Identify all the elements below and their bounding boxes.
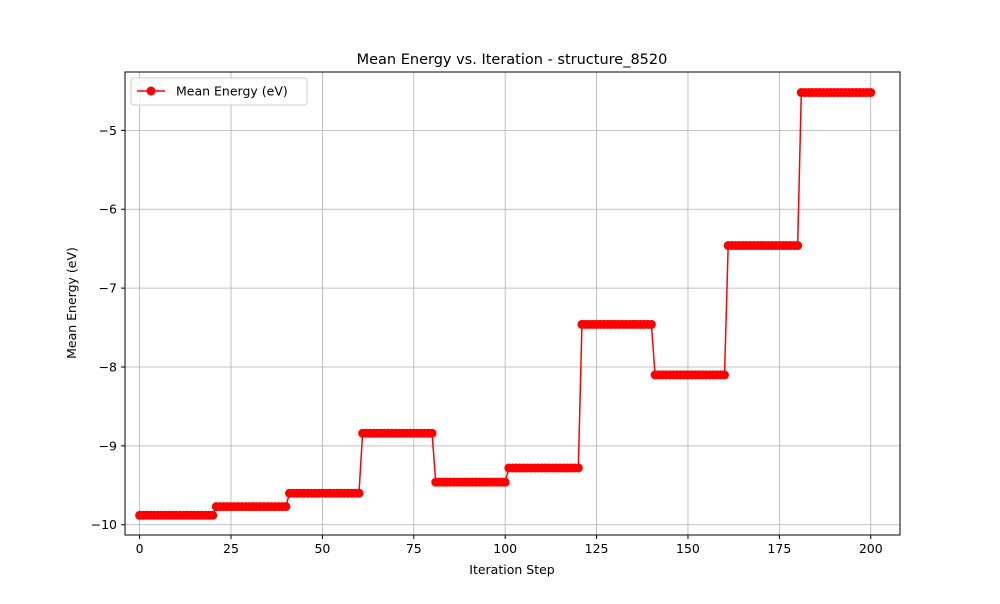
y-tick-label: −10 (91, 517, 117, 532)
chart-title: Mean Energy vs. Iteration - structure_85… (357, 52, 668, 68)
x-tick-label: 75 (406, 541, 422, 556)
data-point (281, 502, 291, 512)
data-point (573, 463, 583, 473)
x-tick-label: 50 (314, 541, 330, 556)
legend: Mean Energy (eV) (130, 77, 308, 106)
plot-frame (124, 71, 901, 536)
x-tick-label: 0 (136, 541, 144, 556)
ticks: 0 25 50 75 100 125 150 175 200 −10 −9 −8 −7 −6 −5 (91, 123, 883, 556)
data-point (720, 370, 730, 380)
data-point (208, 510, 218, 520)
data-point (354, 488, 364, 498)
legend-label: Mean Energy (eV) (176, 84, 288, 99)
data-point (646, 319, 656, 329)
legend-marker-sample (146, 86, 156, 96)
x-tick-label: 125 (585, 541, 609, 556)
data-point (866, 88, 876, 98)
x-tick-label: 200 (859, 541, 883, 556)
y-tick-label: −7 (99, 281, 117, 296)
data-point (500, 477, 510, 487)
series-layer (135, 88, 876, 520)
y-axis-label: Mean Energy (eV) (64, 247, 79, 359)
y-tick-label: −9 (99, 438, 117, 453)
y-tick-label: −5 (99, 123, 117, 138)
data-point (427, 428, 437, 438)
x-tick-label: 25 (223, 541, 239, 556)
y-tick-label: −8 (99, 359, 117, 374)
grid (125, 72, 900, 535)
data-point (793, 241, 803, 251)
x-tick-label: 175 (767, 541, 791, 556)
x-tick-label: 100 (493, 541, 517, 556)
x-axis-label: Iteration Step (469, 562, 555, 577)
legend-box (130, 77, 308, 106)
y-tick-label: −6 (99, 202, 117, 217)
x-tick-label: 150 (676, 541, 700, 556)
